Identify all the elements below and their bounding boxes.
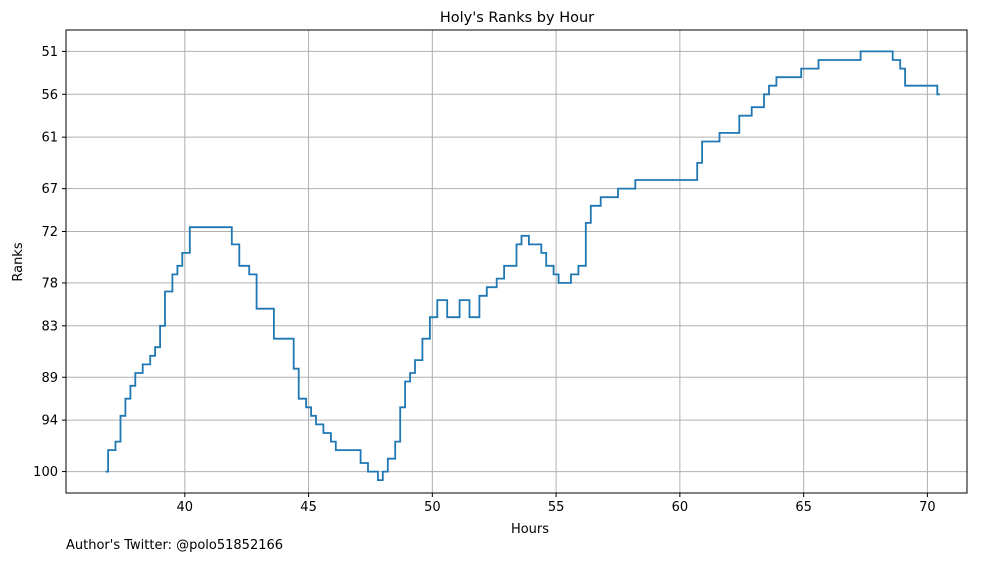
y-tick-label: 67 <box>41 182 58 197</box>
chart-title: Holy's Ranks by Hour <box>440 10 594 26</box>
x-tick-label: 60 <box>672 500 689 515</box>
y-axis-ticks: 51 56 61 67 72 78 83 89 94 100 <box>33 45 66 480</box>
x-tick-label: 45 <box>300 500 317 515</box>
y-tick-label: 61 <box>41 131 58 146</box>
x-tick-label: 40 <box>177 500 194 515</box>
y-tick-label: 56 <box>41 88 58 103</box>
x-tick-label: 50 <box>424 500 441 515</box>
plot-area-frame <box>65 29 968 494</box>
x-axis-label: Hours <box>511 522 549 537</box>
y-axis-label: Ranks <box>11 242 26 281</box>
x-tick-label: 70 <box>919 500 936 515</box>
y-tick-label: 51 <box>41 45 58 60</box>
rank-series-line <box>105 50 940 481</box>
x-axis-ticks: 40 45 50 55 60 65 70 <box>177 493 936 515</box>
grid-lines <box>66 30 967 493</box>
y-tick-label: 94 <box>41 414 58 429</box>
y-tick-label: 72 <box>41 225 58 240</box>
y-tick-label: 83 <box>41 319 58 334</box>
y-tick-label: 100 <box>33 465 58 480</box>
author-credit: Author's Twitter: @polo51852166 <box>66 538 284 553</box>
y-tick-label: 89 <box>41 371 58 386</box>
x-tick-label: 55 <box>548 500 565 515</box>
y-tick-label: 78 <box>41 276 58 291</box>
x-tick-label: 65 <box>795 500 812 515</box>
